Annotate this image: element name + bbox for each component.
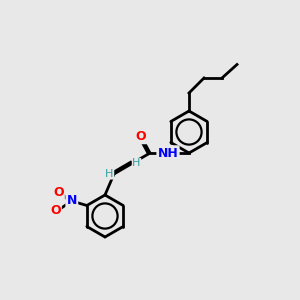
Text: O: O (53, 185, 64, 199)
Text: NH: NH (158, 146, 178, 160)
Text: O: O (50, 203, 61, 217)
Text: H: H (132, 158, 141, 169)
Text: N: N (67, 194, 77, 208)
Text: O: O (136, 130, 146, 143)
Text: H: H (105, 169, 114, 179)
